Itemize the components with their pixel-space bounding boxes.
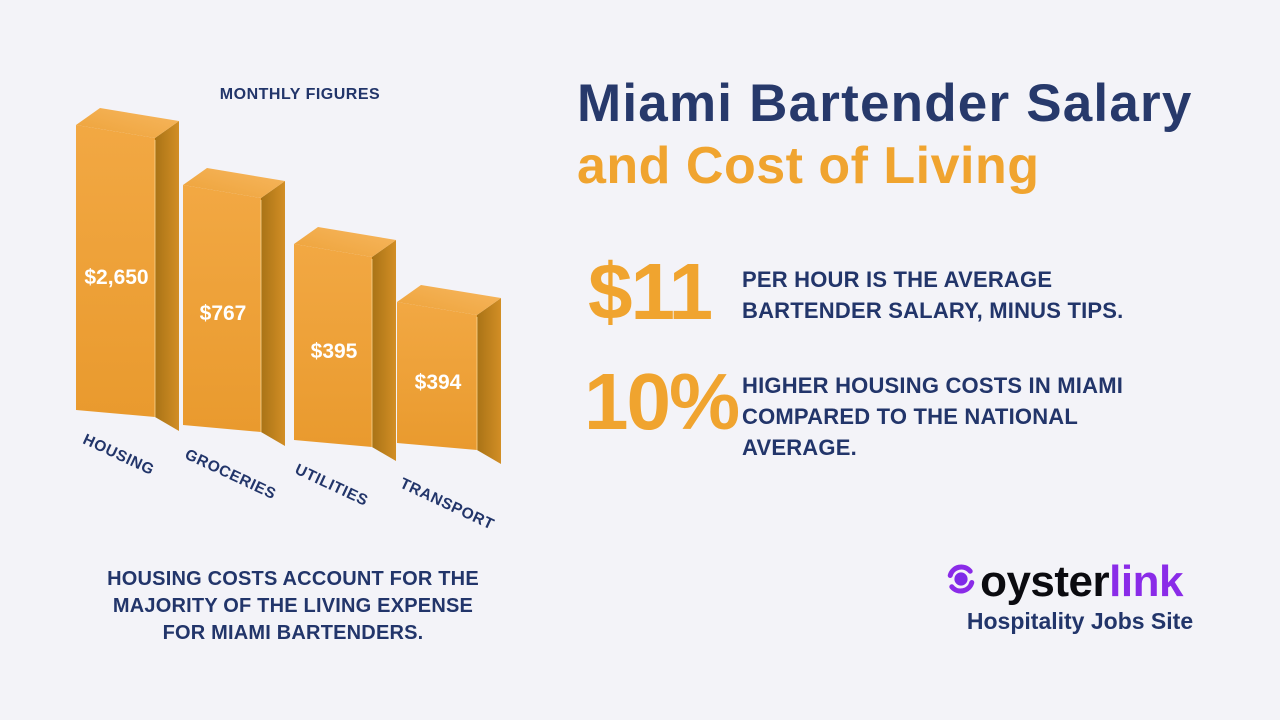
- bar-utilities: $395 UTILITIES: [292, 227, 396, 510]
- logo-word-oyster: oyster: [980, 557, 1110, 606]
- bar-value-label: $394: [415, 371, 462, 394]
- page-title-line1: Miami Bartender Salary: [577, 74, 1193, 133]
- oysterlink-logo: oysterlink Hospitality Jobs Site: [925, 560, 1205, 635]
- bar-value-label: $767: [200, 302, 247, 325]
- bar-groceries: $767 GROCERIES: [182, 168, 285, 503]
- stat-hourly-wage-number: $11: [588, 247, 713, 336]
- stat-housing-cost-number: 10%: [584, 357, 740, 446]
- stat-housing-cost-text: HIGHER HOUSING COSTS IN MIAMI COMPARED T…: [742, 373, 1124, 460]
- bar-category-label: UTILITIES: [292, 461, 370, 510]
- bar-transport: $394 TRANSPORT: [397, 285, 501, 534]
- monthly-cost-bar-chart: $2,650HOUSING$767GROCERIES$395UTILITIES$…: [76, 108, 501, 534]
- bar-category-label: GROCERIES: [182, 446, 278, 503]
- stat-hourly-wage-text: PER HOUR IS THE AVERAGE BARTENDER SALARY…: [742, 267, 1124, 323]
- logo-word-link: link: [1109, 557, 1183, 606]
- bar-category-label: TRANSPORT: [397, 475, 496, 533]
- page-title-line2: and Cost of Living: [577, 137, 1040, 195]
- oysterlink-pearl-icon: [947, 564, 975, 594]
- bar-value-label: $2,650: [84, 266, 148, 289]
- chart-title: MONTHLY FIGURES: [219, 86, 381, 103]
- oysterlink-wordmark: oysterlink: [947, 560, 1183, 604]
- bar-housing: $2,650 HOUSING: [76, 108, 179, 479]
- bar-category-label: HOUSING: [80, 431, 157, 479]
- chart-takeaway-note: HOUSING COSTS ACCOUNT FOR THE MAJORITY O…: [107, 568, 479, 644]
- logo-tagline: Hospitality Jobs Site: [966, 608, 1194, 634]
- bar-value-label: $395: [311, 340, 358, 363]
